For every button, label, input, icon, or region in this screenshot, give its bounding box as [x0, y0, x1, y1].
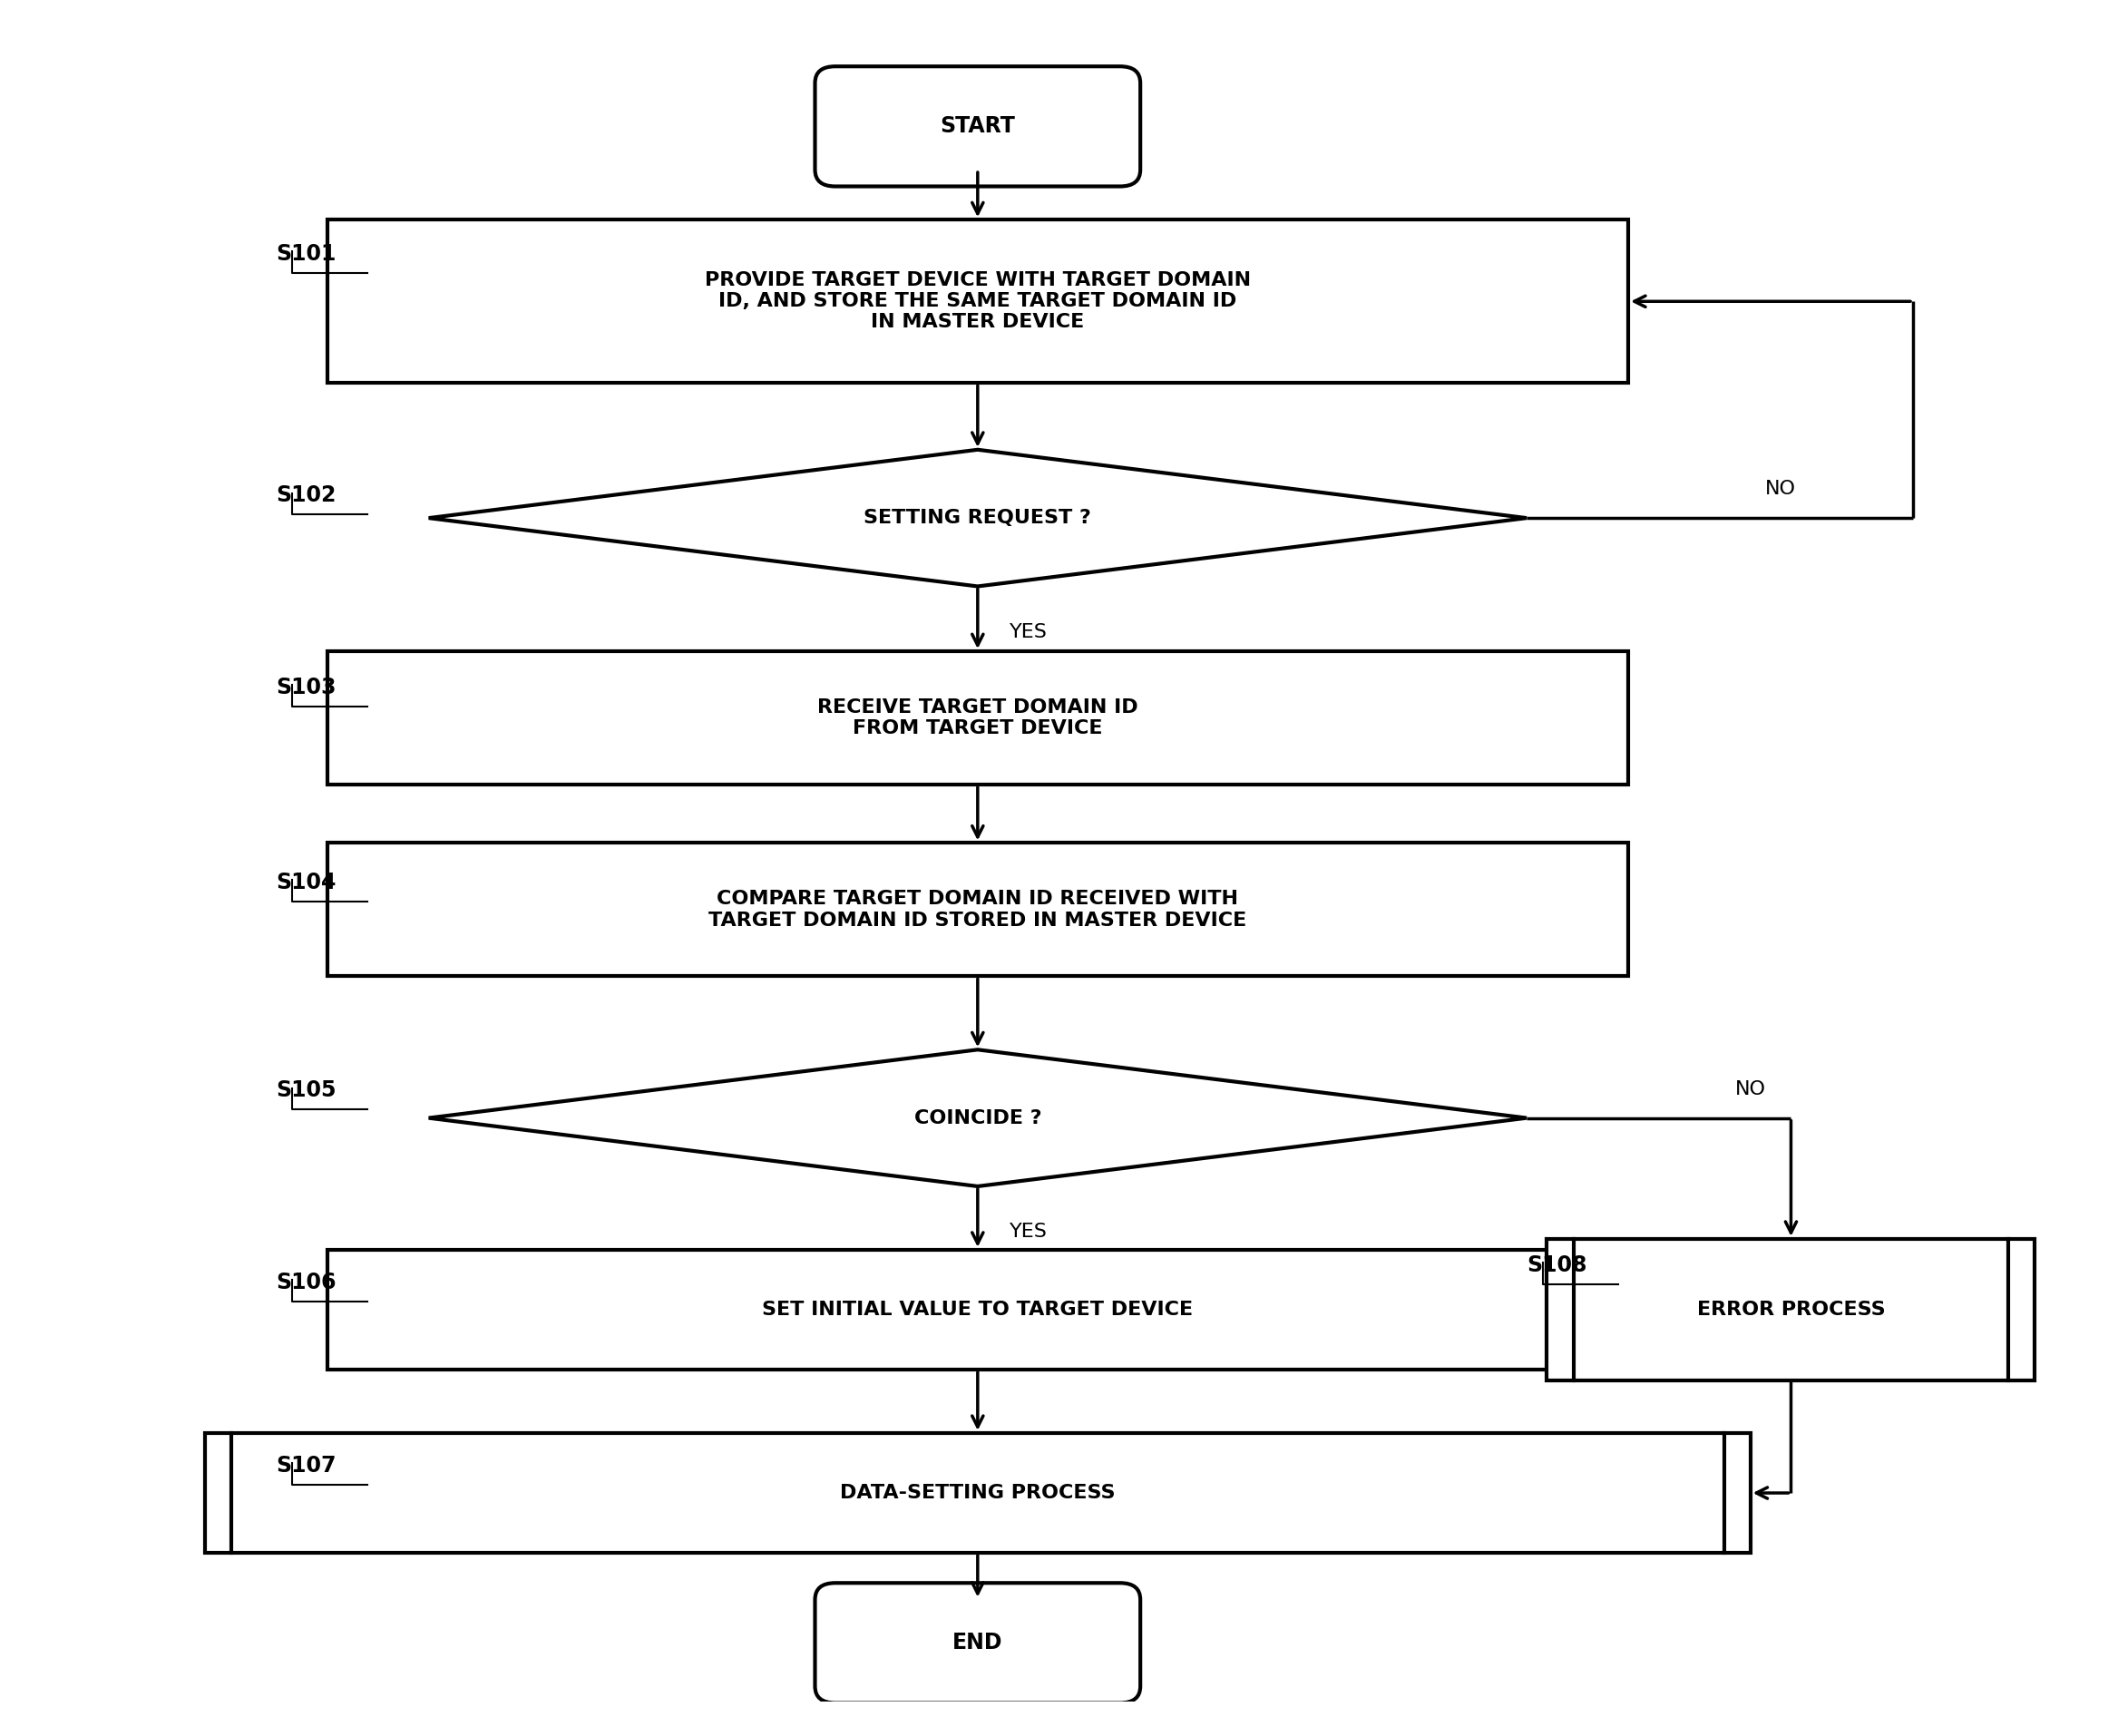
Text: START: START — [940, 116, 1015, 137]
Text: SETTING REQUEST ?: SETTING REQUEST ? — [864, 509, 1091, 528]
FancyBboxPatch shape — [815, 1583, 1139, 1703]
Bar — [1546, 1240, 2035, 1380]
Text: S103: S103 — [275, 677, 337, 698]
Text: S105: S105 — [275, 1080, 337, 1101]
Text: S107: S107 — [275, 1455, 337, 1476]
Text: YES: YES — [1010, 1222, 1048, 1241]
Text: S104: S104 — [275, 871, 337, 892]
Text: NO: NO — [1735, 1080, 1766, 1097]
Polygon shape — [428, 450, 1527, 587]
Text: S106: S106 — [275, 1271, 337, 1293]
Bar — [326, 651, 1629, 785]
Text: S101: S101 — [275, 243, 337, 266]
Text: YES: YES — [1010, 623, 1048, 641]
Text: END: END — [953, 1632, 1002, 1654]
Text: PROVIDE TARGET DEVICE WITH TARGET DOMAIN
ID, AND STORE THE SAME TARGET DOMAIN ID: PROVIDE TARGET DEVICE WITH TARGET DOMAIN… — [705, 271, 1252, 332]
Text: RECEIVE TARGET DOMAIN ID
FROM TARGET DEVICE: RECEIVE TARGET DOMAIN ID FROM TARGET DEV… — [818, 698, 1137, 738]
Bar — [326, 220, 1629, 384]
Bar — [205, 1432, 1749, 1554]
Text: S102: S102 — [275, 484, 337, 507]
FancyBboxPatch shape — [815, 66, 1139, 186]
Text: SET INITIAL VALUE TO TARGET DEVICE: SET INITIAL VALUE TO TARGET DEVICE — [762, 1300, 1192, 1319]
Text: COINCIDE ?: COINCIDE ? — [913, 1109, 1042, 1127]
Bar — [326, 844, 1629, 976]
Polygon shape — [428, 1050, 1527, 1186]
Text: COMPARE TARGET DOMAIN ID RECEIVED WITH
TARGET DOMAIN ID STORED IN MASTER DEVICE: COMPARE TARGET DOMAIN ID RECEIVED WITH T… — [710, 891, 1248, 929]
Text: NO: NO — [1766, 479, 1796, 498]
Text: DATA-SETTING PROCESS: DATA-SETTING PROCESS — [841, 1484, 1116, 1502]
Bar — [326, 1250, 1629, 1370]
Text: ERROR PROCESS: ERROR PROCESS — [1697, 1300, 1885, 1319]
Text: S108: S108 — [1527, 1255, 1586, 1276]
